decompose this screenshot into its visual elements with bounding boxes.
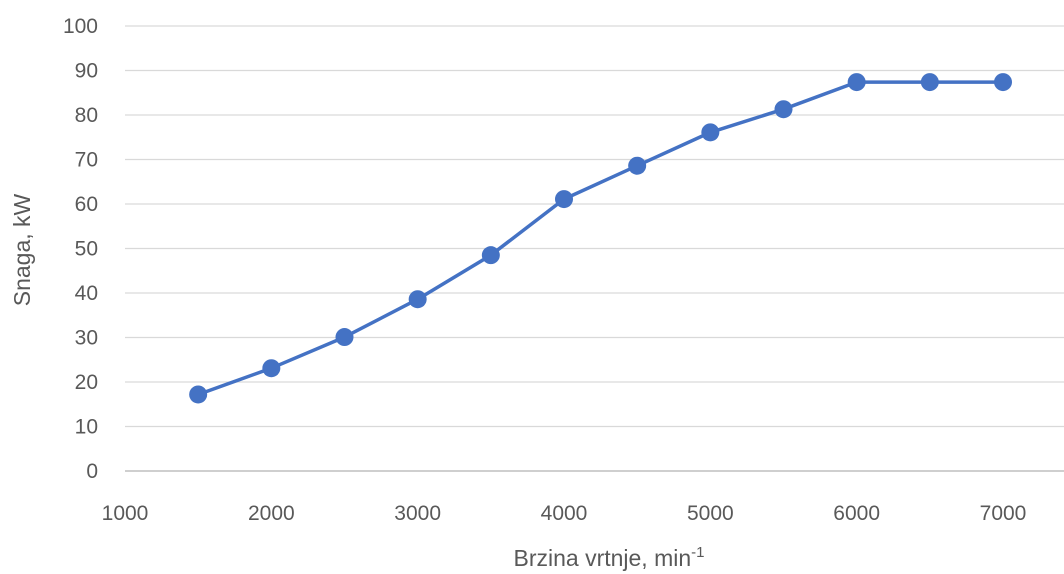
y-tick-label: 30 [75, 327, 98, 350]
x-tick-label: 6000 [833, 502, 880, 525]
data-point [920, 73, 939, 92]
y-tick-labels: 0 10 20 30 40 50 60 70 80 90 100 [63, 15, 98, 483]
gridlines [125, 25, 1064, 428]
data-point [847, 73, 866, 92]
data-point [262, 359, 281, 378]
x-tick-label: 1000 [102, 502, 149, 525]
x-tick-label: 2000 [248, 502, 295, 525]
x-tick-labels: 1000 2000 3000 4000 5000 6000 7000 [102, 502, 1027, 525]
data-point [628, 156, 647, 175]
data-point [481, 246, 500, 265]
data-point [408, 290, 427, 309]
y-tick-label: 40 [75, 282, 98, 305]
x-axis-title-text: Brzina vrtnje, min [513, 545, 691, 571]
y-tick-label: 50 [75, 238, 98, 261]
x-tick-label: 5000 [687, 502, 734, 525]
data-series [189, 73, 1012, 404]
y-tick-label: 10 [75, 416, 98, 439]
x-tick-label: 7000 [980, 502, 1027, 525]
series-line [197, 80, 1003, 397]
x-tick-label: 4000 [541, 502, 588, 525]
x-axis-title-exponent: -1 [691, 544, 704, 561]
y-tick-label: 60 [75, 193, 98, 216]
data-point [994, 73, 1012, 92]
data-point [189, 385, 208, 404]
data-point [335, 328, 354, 347]
y-tick-label: 80 [75, 104, 98, 127]
y-tick-label: 20 [75, 371, 98, 394]
x-tick-label: 3000 [394, 502, 441, 525]
x-axis-title: Brzina vrtnje, min-1 [513, 544, 704, 571]
y-tick-label: 100 [63, 15, 98, 38]
y-axis-title: Snaga, kW [9, 193, 35, 306]
data-point [555, 190, 573, 209]
data-point [701, 123, 720, 142]
y-tick-label: 0 [86, 460, 98, 483]
y-tick-label: 70 [75, 149, 98, 172]
data-point [774, 100, 793, 119]
y-tick-label: 90 [75, 60, 98, 83]
